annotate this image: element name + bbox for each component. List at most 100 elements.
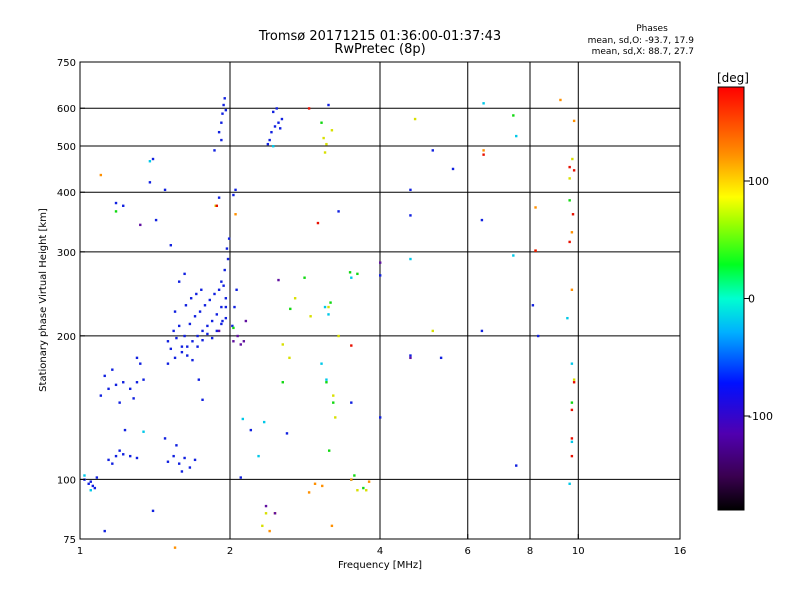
data-point [166,362,170,365]
data-point [367,480,371,483]
stats-line-x: mean, sd,X: 88.7, 27.7 [592,47,694,57]
data-point [235,288,238,291]
data-point [268,138,271,142]
data-point [337,210,340,213]
data-point [242,340,246,343]
data-point [439,356,443,360]
data-point [257,454,260,458]
data-point [201,329,204,333]
data-point [570,401,574,404]
data-point [323,151,327,154]
data-point [313,482,317,485]
data-point [572,119,576,123]
data-point [166,340,170,343]
data-point [122,453,125,456]
data-point [325,142,328,146]
data-point [323,305,327,309]
data-point [568,482,571,485]
data-point [172,454,175,458]
data-point [379,274,382,277]
data-point [220,138,223,142]
y-axis-ticks: 75 100 200 300 400 500 600 750 [57,58,85,546]
data-point [332,394,335,397]
data-point [482,102,485,105]
data-point [135,381,139,384]
data-point [232,340,235,343]
data-point [183,334,186,338]
data-point [568,165,571,169]
data-point [173,546,177,549]
data-point [272,144,275,148]
data-point [139,362,142,365]
data-point [177,324,181,328]
data-point [111,368,114,371]
data-point [409,257,412,261]
data-point [244,319,248,323]
stats-heading: Phases [636,24,668,34]
data-point [206,324,209,328]
data-point [215,329,219,333]
y-tick-label: 400 [57,188,76,199]
data-point [107,458,110,462]
data-point [350,401,353,404]
data-points [83,97,576,549]
data-point [241,417,245,421]
data-point [89,489,92,492]
data-point [188,322,192,326]
data-point [266,142,270,146]
data-point [122,204,125,207]
data-point [262,420,266,424]
data-point [186,345,189,348]
data-point [196,334,199,338]
data-point [273,125,277,128]
data-point [309,315,312,318]
data-point [224,297,228,300]
data-point [409,188,412,192]
data-point [431,329,434,333]
y-tick-label: 600 [57,104,76,115]
data-point [114,454,118,458]
data-point [191,358,194,362]
x-tick-label: 10 [572,546,585,557]
data-point [572,378,576,381]
data-point [568,240,571,244]
data-point [482,149,485,152]
data-point [572,381,576,384]
data-point [99,394,103,397]
x-tick-label: 6 [465,546,471,557]
data-point [232,326,235,330]
data-point [224,305,228,309]
data-point [362,486,365,490]
y-tick-label: 750 [57,58,76,69]
data-point [217,130,221,134]
data-point [195,292,198,296]
data-point [431,149,434,152]
data-point [173,356,177,360]
data-point [289,307,292,311]
x-tick-label: 1 [77,546,83,557]
y-tick-label: 75 [63,535,76,546]
data-point [217,288,221,291]
data-point [512,114,515,117]
data-point [322,136,325,140]
data-point [189,297,193,300]
data-point [280,117,284,121]
data-point [221,319,224,323]
data-point [571,157,574,161]
data-point [277,121,280,124]
data-point [303,276,306,279]
data-point [409,356,412,360]
data-point [220,121,223,124]
data-point [169,347,173,351]
data-point [571,213,575,216]
data-point [293,297,297,300]
data-point [154,218,158,222]
data-point [281,381,284,384]
data-point [222,284,225,287]
x-tick-label: 16 [674,546,687,557]
colorbar-ticks: 100 0 -100 [744,175,773,423]
data-point [566,316,569,320]
data-point [177,462,181,465]
data-point [142,378,145,381]
data-point [239,476,242,479]
